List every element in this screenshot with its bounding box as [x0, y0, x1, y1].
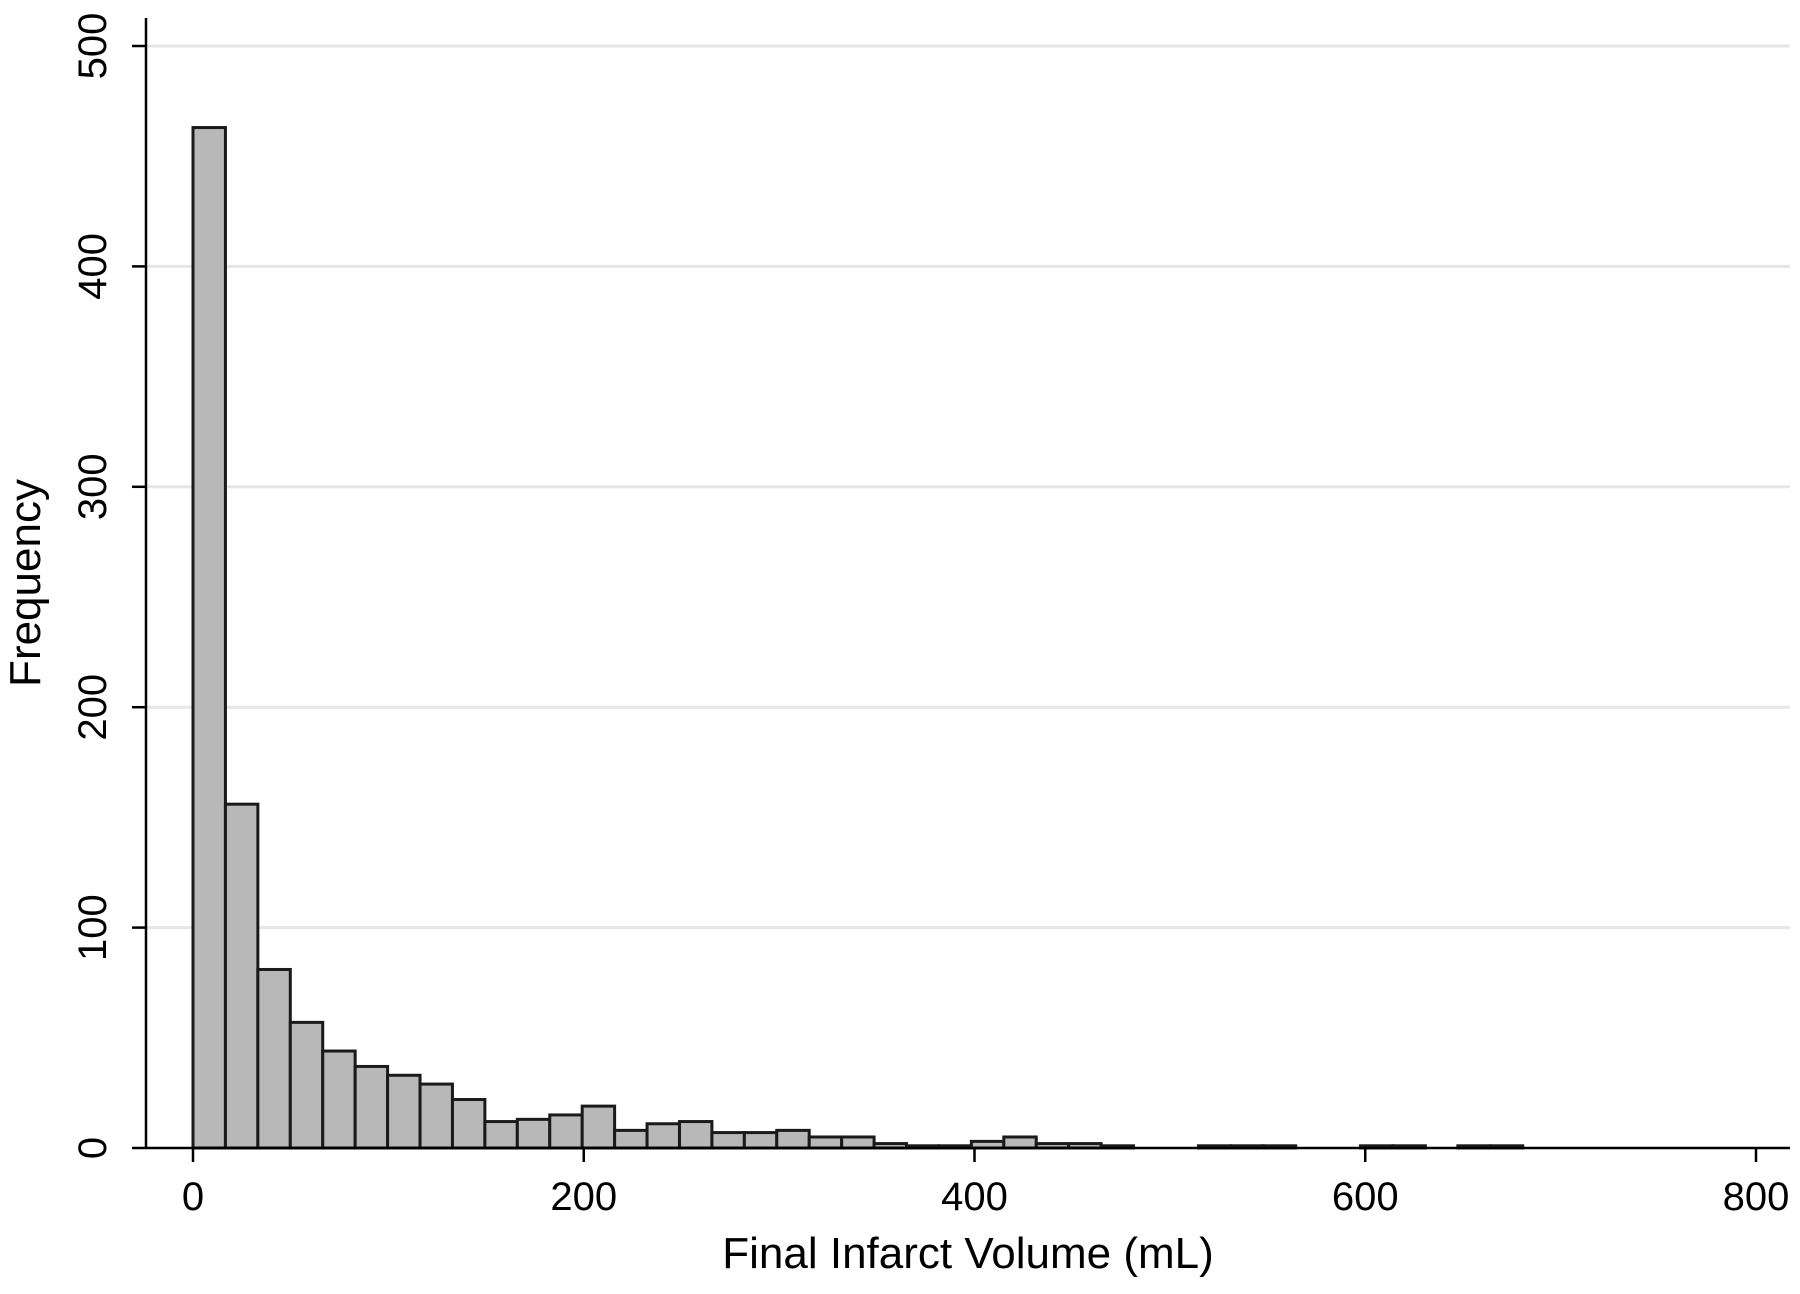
- y-tick-label: 400: [71, 233, 115, 300]
- histogram-bar: [450, 1098, 487, 1150]
- histogram-bar: [677, 1120, 714, 1150]
- histogram-bar: [191, 126, 227, 1150]
- x-tick-label: 0: [182, 1175, 204, 1219]
- histogram-bar: [775, 1128, 811, 1150]
- axes: [144, 18, 1790, 1150]
- histogram-bar: [288, 1020, 325, 1150]
- x-tick-label: 800: [1723, 1175, 1790, 1219]
- x-tick-label: 200: [550, 1175, 617, 1219]
- histogram-bars: [191, 126, 1525, 1150]
- histogram-bar: [548, 1113, 584, 1150]
- histogram-bar: [515, 1117, 552, 1150]
- y-axis-ticks: 0 100 200 300 400 500: [71, 13, 146, 1159]
- histogram-bar: [742, 1131, 779, 1150]
- histogram-bar: [483, 1120, 519, 1150]
- histogram-bar: [386, 1073, 422, 1150]
- x-tick-label: 600: [1332, 1175, 1399, 1219]
- x-axis-ticks: 0 200 400 600 800: [182, 1148, 1790, 1219]
- y-tick-label: 0: [71, 1137, 115, 1159]
- histogram-bar: [418, 1082, 454, 1150]
- histogram-bar: [256, 967, 292, 1150]
- y-tick-label: 500: [71, 13, 115, 80]
- y-tick-label: 200: [71, 674, 115, 741]
- histogram-bar: [645, 1122, 681, 1150]
- histogram-bar: [321, 1049, 357, 1150]
- histogram-bar: [580, 1104, 617, 1150]
- histogram-bar: [710, 1131, 746, 1150]
- y-axis-title: Frequency: [1, 479, 50, 687]
- histogram-bar: [1002, 1135, 1038, 1150]
- histogram-bar: [807, 1135, 844, 1150]
- histogram-bar: [840, 1135, 876, 1150]
- x-axis-title: Final Infarct Volume (mL): [722, 1229, 1214, 1278]
- histogram-bar: [353, 1064, 390, 1150]
- histogram-bar: [613, 1128, 649, 1150]
- x-tick-label: 400: [941, 1175, 1008, 1219]
- y-tick-label: 100: [71, 894, 115, 961]
- gridlines: [146, 44, 1790, 930]
- y-tick-label: 300: [71, 453, 115, 520]
- histogram-bar: [223, 802, 260, 1150]
